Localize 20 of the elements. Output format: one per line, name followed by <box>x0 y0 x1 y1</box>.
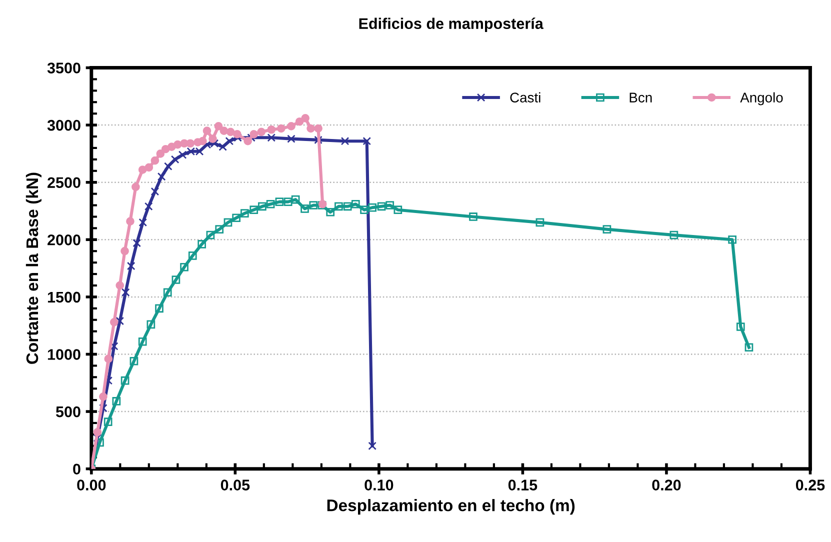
y-tick-label: 0 <box>73 464 80 475</box>
x-tick-label: 0.00 <box>77 480 106 490</box>
y-tick-label: 500 <box>56 406 80 418</box>
y-tick-label: 3500 <box>47 62 80 74</box>
x-tick-label: 0.20 <box>652 480 681 490</box>
x-axis-title: Desplazamiento en el techo (m) <box>327 499 575 515</box>
legend-label: Casti <box>510 92 540 102</box>
chart-title: Edificios de mampostería <box>359 18 544 32</box>
legend-label: Bcn <box>630 92 652 102</box>
y-tick-label: 2000 <box>48 234 80 246</box>
y-tick-label: 1500 <box>48 292 80 303</box>
y-axis-title: Cortante en la Base (kN) <box>26 172 42 364</box>
x-tick-label: 0.10 <box>364 480 394 490</box>
x-tick-label: 0.15 <box>508 480 538 490</box>
x-tick-label: 0.05 <box>220 480 250 490</box>
x-tick-label: 0.25 <box>796 480 825 490</box>
legend-label: Angolo <box>740 92 783 106</box>
y-tick-label: 2500 <box>48 177 80 188</box>
y-tick-label: 3000 <box>47 120 80 131</box>
y-tick-label: 1000 <box>48 349 80 360</box>
